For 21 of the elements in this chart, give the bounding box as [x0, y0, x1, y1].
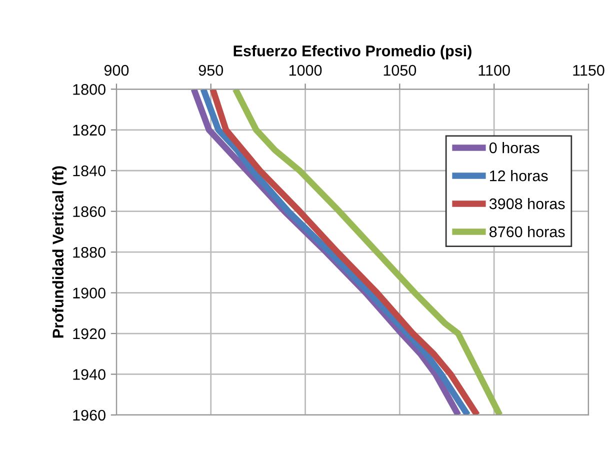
y-tick-label: 1880: [73, 246, 106, 258]
legend-label: 0 horas: [489, 142, 540, 154]
y-tick-label: 1820: [73, 124, 106, 136]
y-tick-label: 1860: [73, 206, 106, 218]
x-tick-label: 1050: [384, 64, 416, 76]
x-tick-label: 950: [198, 64, 224, 76]
x-tick-label: 1150: [573, 64, 604, 76]
x-tick-label: 1100: [478, 64, 510, 76]
x-axis-title: Esfuerzo Efectivo Promedio (psi): [234, 45, 472, 60]
x-tick-label: 1000: [289, 64, 322, 76]
x-tick-label: 900: [104, 64, 129, 76]
y-tick-label: 1940: [73, 369, 106, 380]
y-tick-label: 1920: [73, 328, 106, 340]
legend-label: 8760 horas: [490, 226, 565, 238]
y-tick-label: 1800: [73, 84, 106, 95]
legend-label: 12 horas: [490, 170, 548, 182]
y-tick-label: 1960: [73, 410, 106, 421]
y-tick-label: 1840: [73, 165, 106, 176]
legend-label: 3908 horas: [489, 198, 565, 210]
y-tick-label: 1900: [73, 288, 106, 298]
y-axis-title: Profundidad Vertical (ft): [52, 166, 67, 338]
